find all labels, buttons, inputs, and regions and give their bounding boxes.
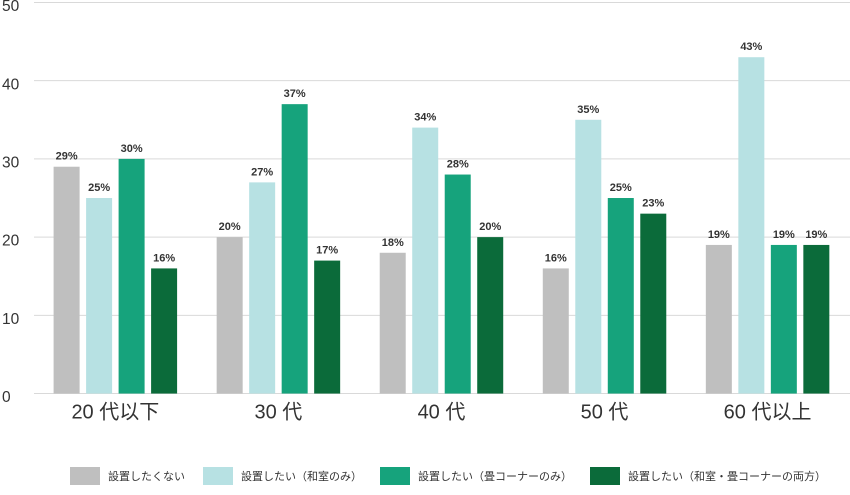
svg-text:40: 40 (2, 76, 20, 93)
svg-text:16%: 16% (153, 252, 175, 264)
svg-text:19%: 19% (773, 229, 795, 241)
svg-text:25%: 25% (88, 182, 110, 194)
svg-text:30: 30 (2, 154, 20, 171)
svg-text:37%: 37% (284, 88, 306, 100)
svg-text:29%: 29% (56, 151, 78, 163)
svg-text:50: 50 (2, 0, 20, 15)
svg-text:20 代以下: 20 代以下 (71, 401, 159, 424)
svg-text:43%: 43% (740, 41, 762, 53)
svg-text:35%: 35% (577, 104, 599, 116)
svg-text:設置したい（畳コーナーのみ）: 設置したい（畳コーナーのみ） (418, 469, 572, 483)
svg-text:設置したくない: 設置したくない (108, 469, 185, 483)
svg-text:18%: 18% (382, 237, 404, 249)
svg-text:20: 20 (2, 233, 20, 250)
svg-text:50 代: 50 代 (581, 401, 629, 424)
svg-text:20%: 20% (479, 221, 501, 233)
svg-text:設置したい（和室・畳コーナーの両方）: 設置したい（和室・畳コーナーの両方） (628, 469, 826, 483)
svg-text:34%: 34% (414, 112, 436, 124)
svg-text:20%: 20% (219, 221, 241, 233)
svg-text:27%: 27% (251, 166, 273, 178)
svg-text:19%: 19% (708, 229, 730, 241)
svg-text:60 代以上: 60 代以上 (724, 401, 812, 424)
svg-text:30 代: 30 代 (255, 401, 303, 424)
svg-text:28%: 28% (447, 159, 469, 171)
svg-text:23%: 23% (642, 198, 664, 210)
svg-text:25%: 25% (610, 182, 632, 194)
svg-text:10: 10 (2, 311, 20, 328)
svg-text:40 代: 40 代 (418, 401, 466, 424)
svg-text:0: 0 (2, 389, 11, 406)
svg-text:17%: 17% (316, 245, 338, 257)
svg-text:19%: 19% (805, 229, 827, 241)
svg-text:設置したい（和室のみ）: 設置したい（和室のみ） (241, 469, 362, 483)
svg-text:30%: 30% (121, 143, 143, 155)
svg-text:16%: 16% (545, 252, 567, 264)
